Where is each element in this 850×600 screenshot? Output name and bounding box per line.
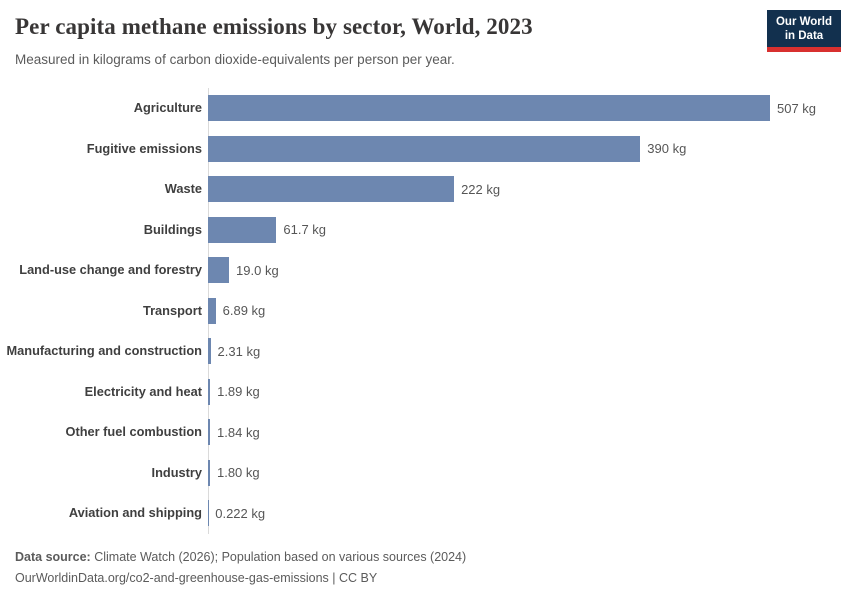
bar-track: 19.0 kg [208, 250, 850, 291]
value-label: 1.80 kg [216, 465, 260, 481]
chart-row: Agriculture 507 kg [0, 88, 850, 129]
chart-row: Waste 222 kg [0, 169, 850, 210]
value-label: 6.89 kg [222, 303, 266, 319]
bar-track: 507 kg [208, 88, 850, 129]
category-label: Fugitive emissions [86, 140, 202, 156]
chart-row: Other fuel combustion 1.84 kg [0, 412, 850, 453]
bar[interactable] [208, 176, 455, 203]
bar-track: 222 kg [208, 169, 850, 210]
chart-row: Electricity and heat 1.89 kg [0, 372, 850, 413]
category-label: Industry [151, 464, 202, 480]
bar-track: 1.84 kg [208, 412, 850, 453]
value-label: 507 kg [777, 100, 817, 116]
value-label: 19.0 kg [236, 262, 279, 278]
chart-row: Land-use change and forestry 19.0 kg [0, 250, 850, 291]
category-label: Waste [164, 181, 202, 197]
bar[interactable] [208, 378, 211, 405]
chart-row: Manufacturing and construction 2.31 kg [0, 331, 850, 372]
category-label: Agriculture [133, 100, 202, 116]
chart-row: Industry 1.80 kg [0, 453, 850, 494]
value-label: 1.84 kg [217, 424, 260, 440]
owid-logo-line2: in Data [784, 30, 824, 42]
value-label: 1.89 kg [217, 384, 260, 400]
chart-subtitle: Measured in kilograms of carbon dioxide-… [15, 52, 455, 67]
bar-track: 61.7 kg [208, 210, 850, 251]
data-source-text: Climate Watch (2026); Population based o… [94, 550, 467, 564]
value-label: 390 kg [647, 141, 687, 157]
value-label: 2.31 kg [217, 343, 261, 359]
bar[interactable] [208, 419, 211, 446]
chart-row: Transport 6.89 kg [0, 291, 850, 332]
bar-track: 390 kg [208, 129, 850, 170]
bar-track: 6.89 kg [208, 291, 850, 332]
category-label: Manufacturing and construction [6, 343, 202, 359]
bar-track: 1.80 kg [208, 453, 850, 494]
owid-logo-line1: Our World [775, 16, 832, 28]
owid-logo[interactable]: Our World in Data [767, 10, 841, 52]
bar-chart: Agriculture 507 kg Fugitive emissions 390 k… [0, 88, 850, 534]
data-source-line: Data source: Climate Watch (2026); Popul… [15, 547, 466, 568]
category-label: Land-use change and forestry [19, 262, 202, 278]
category-label: Transport [142, 302, 202, 318]
bar-track: 1.89 kg [208, 372, 850, 413]
value-label: 0.222 kg [215, 505, 266, 521]
category-label: Other fuel combustion [65, 424, 202, 440]
bar[interactable] [208, 216, 277, 243]
value-label: 222 kg [461, 181, 501, 197]
bar[interactable] [208, 135, 641, 162]
chart-footer: Data source: Climate Watch (2026); Popul… [15, 547, 466, 589]
data-source-label: Data source: [15, 550, 91, 564]
bar[interactable] [208, 297, 216, 324]
bar-track: 0.222 kg [208, 493, 850, 534]
category-label: Buildings [143, 221, 202, 237]
bar-track: 2.31 kg [208, 331, 850, 372]
bar[interactable] [208, 459, 210, 486]
category-label: Electricity and heat [84, 383, 202, 399]
bar[interactable] [208, 338, 211, 365]
bar[interactable] [208, 95, 770, 122]
value-label: 61.7 kg [283, 222, 327, 238]
chart-row: Aviation and shipping 0.222 kg [0, 493, 850, 534]
citation-line: OurWorldinData.org/co2-and-greenhouse-ga… [15, 571, 378, 585]
category-label: Aviation and shipping [68, 505, 202, 521]
bar[interactable] [208, 257, 230, 284]
chart-row: Fugitive emissions 390 kg [0, 129, 850, 170]
chart-row: Buildings 61.7 kg [0, 210, 850, 251]
page-title: Per capita methane emissions by sector, … [15, 14, 533, 39]
